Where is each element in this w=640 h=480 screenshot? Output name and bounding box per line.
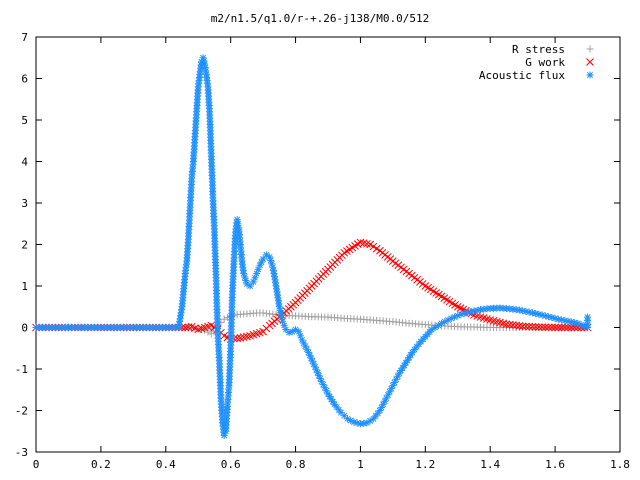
data-point: [564, 323, 572, 332]
data-point: [557, 323, 566, 332]
data-point: [363, 239, 371, 248]
data-point: [268, 260, 276, 268]
data-point: [548, 323, 556, 332]
axis-ticks: 0 0.2 0.4 0.6 0.8 1 1.2 1.4 1.6 1.8 -3 -2 -1 0 1 2 3 4 5 6 7: [15, 31, 630, 471]
data-point: [239, 333, 248, 342]
x-tick-label: 0.4: [156, 458, 176, 471]
data-point: [528, 322, 537, 331]
data-point: [243, 332, 251, 341]
x-tick-label: 0.8: [286, 458, 306, 471]
data-point: [567, 323, 576, 332]
y-tick-label: -2: [15, 405, 28, 418]
series-acoustic-flux: [32, 54, 592, 439]
y-tick-label: 5: [21, 114, 28, 127]
x-tick-label: 0.6: [221, 458, 241, 471]
data-point: [359, 239, 368, 247]
data-point: [379, 400, 387, 408]
y-tick-label: 1: [21, 280, 28, 293]
data-point: [584, 313, 592, 321]
data-point: [233, 334, 242, 343]
y-tick-label: 7: [21, 31, 28, 44]
x-tick-label: 1.6: [545, 458, 565, 471]
y-tick-label: 6: [21, 73, 28, 86]
x-tick-label: 0.2: [91, 458, 111, 471]
data-point: [184, 323, 193, 331]
y-tick-label: 2: [21, 239, 28, 252]
data-point: [451, 313, 459, 321]
data-point: [544, 323, 553, 332]
data-point: [204, 328, 212, 336]
data-point: [564, 317, 572, 325]
legend-label: R stress: [512, 43, 565, 56]
y-tick-label: -3: [15, 446, 28, 459]
data-point: [236, 334, 245, 342]
x-tick-label: 0: [33, 458, 40, 471]
data-point: [502, 320, 511, 329]
data-point: [305, 348, 313, 356]
y-tick-label: 0: [21, 322, 28, 335]
data-point: [560, 323, 569, 332]
data-point: [531, 323, 540, 331]
data-point: [308, 357, 316, 365]
y-tick-label: 3: [21, 197, 28, 210]
x-tick-label: 1: [357, 458, 364, 471]
data-point: [535, 323, 543, 331]
y-tick-label: -1: [15, 363, 28, 376]
data-point: [512, 321, 521, 330]
legend-marker: [586, 71, 594, 79]
data-point: [246, 282, 254, 290]
data-point: [220, 315, 228, 323]
data-point: [322, 387, 330, 395]
data-point: [522, 322, 530, 331]
data-point: [525, 322, 534, 331]
chart-title: m2/n1.5/q1.0/r-+.26-j138/M0.0/512: [211, 12, 430, 25]
data-point: [554, 323, 563, 332]
y-tick-label: 4: [21, 156, 28, 169]
data-point: [541, 323, 550, 332]
legend-marker: [586, 58, 594, 66]
series-layer: [32, 54, 592, 439]
legend-label: Acoustic flux: [479, 69, 565, 82]
data-point: [505, 320, 514, 329]
data-point: [343, 415, 351, 423]
data-point: [259, 255, 267, 263]
legend-label: G work: [525, 56, 565, 69]
data-point: [551, 323, 559, 332]
data-point: [515, 321, 524, 330]
data-point: [399, 364, 407, 372]
data-point: [306, 351, 314, 359]
data-point: [509, 321, 517, 329]
data-point: [356, 238, 365, 247]
x-tick-label: 1.8: [610, 458, 630, 471]
data-point: [197, 326, 205, 334]
data-point: [538, 323, 546, 332]
data-point: [347, 416, 355, 424]
data-point: [181, 323, 190, 332]
data-point: [518, 322, 527, 331]
x-tick-label: 1.4: [480, 458, 500, 471]
x-tick-label: 1.2: [415, 458, 435, 471]
legend-marker: [586, 45, 594, 53]
